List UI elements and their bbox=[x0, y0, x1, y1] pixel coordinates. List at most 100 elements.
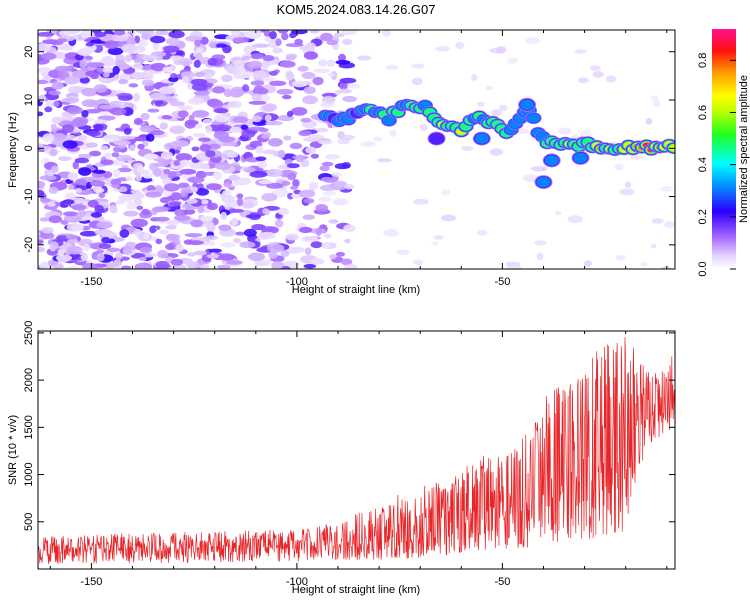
spectrogram-blob bbox=[138, 256, 147, 262]
spectrogram-blob bbox=[212, 171, 223, 180]
spectrogram-blob bbox=[310, 258, 325, 265]
spectrogram-blob bbox=[204, 235, 219, 241]
spectrogram-blob bbox=[320, 101, 335, 108]
spectrogram-blob bbox=[229, 89, 244, 98]
spectrogram-blob bbox=[645, 117, 653, 125]
spectrogram-blob bbox=[335, 251, 346, 257]
spectrogram-blob bbox=[289, 142, 303, 150]
spectrogram-blob bbox=[175, 243, 184, 253]
spectrogram-blob bbox=[193, 59, 201, 68]
spectrogram-blob bbox=[110, 107, 127, 116]
spectrogram-blob bbox=[254, 261, 267, 267]
spectrogram-blob bbox=[64, 76, 81, 85]
spectrogram-blob bbox=[205, 150, 216, 158]
spectrogram-blob bbox=[196, 47, 204, 54]
spectrogram-blob bbox=[184, 119, 196, 129]
spectrogram-blob bbox=[185, 198, 198, 204]
spectrogram-blob bbox=[163, 183, 180, 192]
spectrogram-blob bbox=[435, 46, 450, 52]
spectrogram-blob bbox=[188, 160, 204, 170]
spectrogram-blob bbox=[179, 159, 191, 167]
spectrogram-blob bbox=[44, 106, 53, 113]
spectrogram-blob bbox=[321, 161, 334, 167]
spectrogram-blob bbox=[251, 93, 262, 101]
spectrogram-blob bbox=[96, 253, 105, 262]
spectrogram-blob bbox=[476, 101, 485, 107]
spectrogram-y-tick-label: -10 bbox=[23, 189, 35, 205]
spectrogram-blob bbox=[589, 65, 601, 71]
spectrogram-blob bbox=[318, 59, 328, 67]
spectrogram-blob bbox=[315, 204, 329, 212]
spectrogram-blob bbox=[51, 116, 62, 124]
spectrogram-blob bbox=[318, 196, 332, 202]
spectrogram-blob bbox=[94, 31, 107, 38]
spectrogram-blobs bbox=[38, 30, 675, 269]
spectrogram-panel: -150 -100 -50 20 10 0 -10 -20 Height of straig… bbox=[7, 29, 676, 296]
spectrogram-blob bbox=[53, 100, 60, 107]
spectrogram-blob bbox=[574, 49, 587, 54]
spectrogram-blob bbox=[125, 176, 133, 182]
spectrogram-blob bbox=[80, 254, 88, 261]
spectrogram-blob bbox=[433, 235, 444, 240]
spectrogram-blob bbox=[207, 202, 218, 211]
spectrogram-blob bbox=[279, 60, 296, 68]
spectrogram-blob bbox=[81, 99, 98, 108]
spectrogram-blob bbox=[343, 224, 356, 233]
spectrogram-blob bbox=[208, 240, 216, 247]
spectrogram-blob bbox=[309, 30, 320, 34]
spectrogram-blob bbox=[101, 67, 115, 74]
spectrogram-blob bbox=[630, 155, 643, 160]
spectrogram-blob bbox=[243, 167, 256, 173]
spectrogram-blob bbox=[50, 133, 67, 141]
spectrogram-blob bbox=[411, 77, 423, 86]
spectrogram-blob bbox=[347, 83, 361, 89]
spectrogram-blob bbox=[169, 55, 184, 61]
spectrogram-blob bbox=[85, 142, 98, 148]
spectrogram-blob bbox=[199, 144, 211, 152]
spectrogram-blob bbox=[640, 262, 647, 267]
spectrogram-blob bbox=[329, 254, 337, 260]
spectrogram-blob bbox=[160, 151, 173, 160]
snr-panel: -150 -100 -50 500 1000 1500 2000 2500 Height o… bbox=[7, 321, 676, 596]
spectrogram-blob bbox=[136, 165, 144, 173]
spectrogram-blob bbox=[441, 214, 456, 222]
spectrogram-blob bbox=[534, 240, 547, 246]
spectrogram-blob bbox=[139, 246, 153, 254]
spectrogram-blob bbox=[72, 69, 90, 79]
spectrogram-blob bbox=[38, 180, 46, 189]
spectrogram-blob bbox=[75, 187, 82, 194]
spectrogram-blob bbox=[310, 241, 323, 249]
spectrogram-blob bbox=[194, 39, 201, 47]
spectrogram-blob bbox=[376, 158, 392, 163]
spectrogram-blob bbox=[159, 122, 168, 130]
spectrogram-blob bbox=[324, 233, 332, 238]
spectrogram-blob bbox=[96, 221, 113, 229]
snr-x-ticks: -150 -100 -50 bbox=[49, 331, 668, 588]
spectrogram-blob bbox=[431, 241, 440, 246]
spectrogram-blob bbox=[269, 30, 277, 40]
spectrogram-blob bbox=[133, 92, 141, 102]
spectrogram-blob bbox=[240, 124, 249, 131]
spectrogram-blob bbox=[107, 247, 121, 252]
spectrogram-blob bbox=[286, 110, 294, 117]
spectrogram-blob bbox=[90, 180, 106, 187]
spectrogram-blob bbox=[248, 100, 267, 105]
spectrogram-blob bbox=[272, 47, 283, 54]
spectrogram-blob bbox=[413, 198, 429, 205]
spectrogram-blob bbox=[38, 32, 54, 37]
spectrogram-blob bbox=[208, 143, 221, 150]
spectrogram-blob bbox=[92, 169, 106, 174]
spectrogram-blob bbox=[650, 95, 659, 102]
spectrogram-blob bbox=[38, 111, 44, 117]
spectrogram-blob bbox=[291, 80, 307, 88]
spectrogram-blob bbox=[50, 165, 59, 174]
colorbar-gradient bbox=[712, 29, 736, 269]
spectrogram-blob bbox=[169, 64, 176, 71]
spectrogram-blob bbox=[299, 226, 313, 234]
spectrogram-blob bbox=[152, 41, 160, 51]
spectrogram-blob bbox=[199, 264, 210, 269]
spectrogram-blob bbox=[66, 245, 83, 255]
spectrogram-blob bbox=[183, 208, 196, 215]
spectrogram-blob bbox=[305, 146, 317, 154]
spectrogram-blob bbox=[242, 84, 250, 92]
